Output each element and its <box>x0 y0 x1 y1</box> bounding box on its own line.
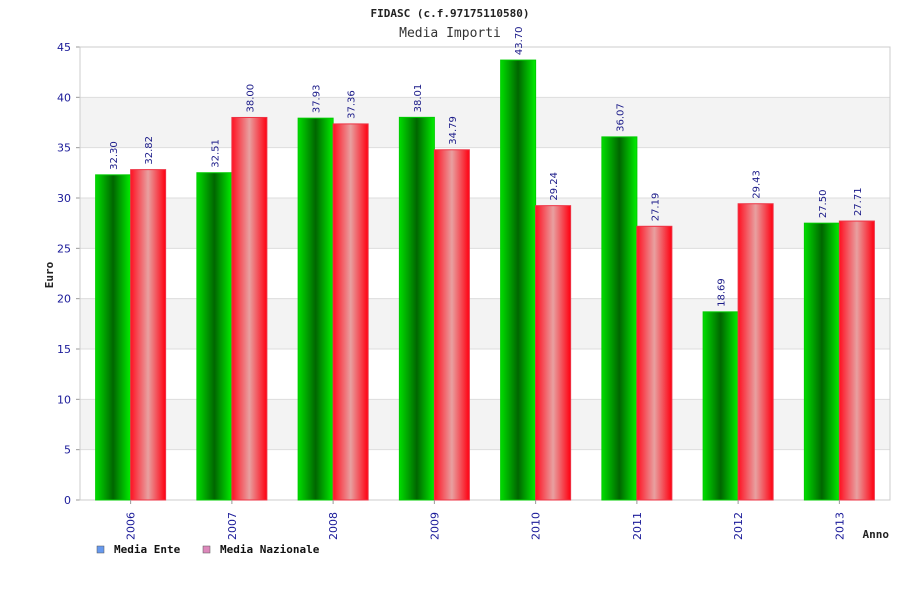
data-label: 32.51 <box>210 139 221 168</box>
x-tick-label: 2012 <box>732 512 745 540</box>
x-tick-label: 2011 <box>631 512 644 540</box>
chart-subtitle: Media Importi <box>399 26 501 41</box>
data-label: 32.30 <box>109 141 120 170</box>
x-tick-label: 2007 <box>226 512 239 540</box>
grid-band <box>80 97 890 148</box>
bar-media-ente <box>601 136 638 501</box>
x-tick-label: 2006 <box>125 512 138 540</box>
plot-area: 0 5 10 15 20 25 30 35 40 45 32.30 32.82 2006 32.51 38.… <box>57 26 891 540</box>
y-axis-label: Euro <box>43 261 56 288</box>
y-tick-label: 35 <box>57 142 71 155</box>
y-tick-label: 0 <box>64 494 71 507</box>
bar-media-ente <box>297 117 334 501</box>
bar-media-nazionale <box>433 149 470 501</box>
data-label: 37.36 <box>347 90 358 119</box>
x-tick-label: 2009 <box>428 512 441 540</box>
data-label: 43.70 <box>514 26 525 55</box>
x-tick-label: 2010 <box>530 512 543 540</box>
bar-media-ente <box>95 174 132 501</box>
data-label: 29.24 <box>549 172 560 201</box>
data-label: 38.00 <box>245 84 256 113</box>
legend-swatch-media-ente <box>96 545 105 554</box>
bar-media-ente <box>196 172 233 501</box>
y-tick-label: 20 <box>57 293 71 306</box>
bar-media-nazionale <box>231 116 268 501</box>
data-label: 18.69 <box>717 278 728 307</box>
legend-label-media-ente: Media Ente <box>114 543 181 556</box>
bar-media-ente <box>398 116 435 501</box>
data-label: 27.19 <box>650 193 661 222</box>
y-tick-label: 5 <box>64 444 71 457</box>
x-tick-label: 2013 <box>833 512 846 540</box>
bar-media-ente <box>803 222 840 501</box>
y-tick-label: 30 <box>57 192 71 205</box>
y-tick-label: 25 <box>57 242 71 255</box>
data-label: 34.79 <box>448 116 459 145</box>
data-label: 27.50 <box>818 190 829 219</box>
bar-media-nazionale <box>636 225 673 501</box>
bar-media-nazionale <box>838 220 875 501</box>
chart-title: FIDASC (c.f.97175110580) <box>371 7 530 20</box>
grid-band <box>80 47 890 98</box>
bar-media-ente <box>702 311 739 501</box>
bar-media-nazionale <box>737 203 774 501</box>
bar-media-ente <box>500 59 537 501</box>
bar-media-nazionale <box>130 169 167 501</box>
y-tick-label: 40 <box>57 91 71 104</box>
bar-media-nazionale <box>332 123 369 501</box>
bar-media-nazionale <box>535 205 572 501</box>
y-tick-label: 45 <box>57 41 71 54</box>
legend-swatch-media-nazionale <box>202 545 211 554</box>
data-label: 38.01 <box>413 84 424 113</box>
legend: Media Ente Media Nazionale <box>96 543 320 556</box>
x-axis-label: Anno <box>863 528 890 541</box>
data-label: 37.93 <box>312 85 323 114</box>
y-tick-label: 10 <box>57 393 71 406</box>
data-label: 36.07 <box>615 103 626 132</box>
y-tick-label: 15 <box>57 343 71 356</box>
data-label: 27.71 <box>853 187 864 216</box>
x-tick-label: 2008 <box>327 512 340 540</box>
data-label: 29.43 <box>752 170 763 199</box>
legend-label-media-nazionale: Media Nazionale <box>220 543 320 556</box>
plot-frame <box>79 46 891 501</box>
data-label: 32.82 <box>144 136 155 165</box>
